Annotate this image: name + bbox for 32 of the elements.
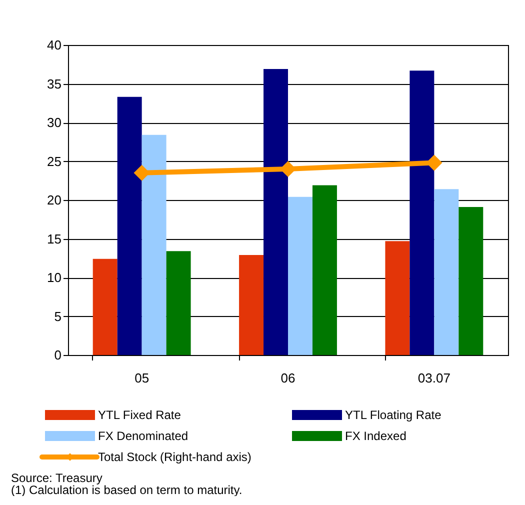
bar bbox=[239, 255, 264, 355]
legend-label: FX Denominated bbox=[98, 429, 188, 443]
bar bbox=[92, 258, 118, 355]
bar bbox=[458, 206, 484, 355]
bar bbox=[264, 69, 288, 355]
bar bbox=[117, 96, 142, 355]
source-note: Source: Treasury bbox=[11, 471, 102, 485]
y-tick-label: 30 bbox=[47, 115, 62, 130]
y-tick-label: 0 bbox=[54, 348, 62, 362]
bar bbox=[288, 196, 312, 355]
x-tick-label: 03.07 bbox=[418, 370, 450, 386]
point bbox=[134, 164, 150, 181]
y-tick-label: 5 bbox=[54, 308, 62, 324]
point bbox=[426, 154, 442, 171]
bar bbox=[410, 70, 434, 355]
y-tick-label: 15 bbox=[47, 231, 62, 246]
y-tick-label: 25 bbox=[47, 154, 62, 169]
legend-label: FX Indexed bbox=[345, 429, 406, 443]
bar bbox=[385, 241, 410, 355]
legend-label: YTL Fixed Rate bbox=[98, 408, 182, 422]
bar bbox=[434, 189, 459, 355]
legend-label: Total Stock (Right-hand axis) bbox=[98, 450, 252, 464]
legend-label: YTL Floating Rate bbox=[345, 408, 442, 422]
x-tick-label: 06 bbox=[280, 370, 296, 386]
bar bbox=[142, 134, 166, 355]
bar bbox=[166, 251, 191, 355]
x-tick-label: 05 bbox=[134, 370, 150, 386]
y-tick-label: 40 bbox=[47, 38, 62, 52]
y-tick-label: 20 bbox=[47, 192, 62, 208]
y-tick-label: 10 bbox=[47, 270, 62, 285]
bar bbox=[312, 185, 337, 355]
y-tick-label: 35 bbox=[47, 76, 62, 92]
